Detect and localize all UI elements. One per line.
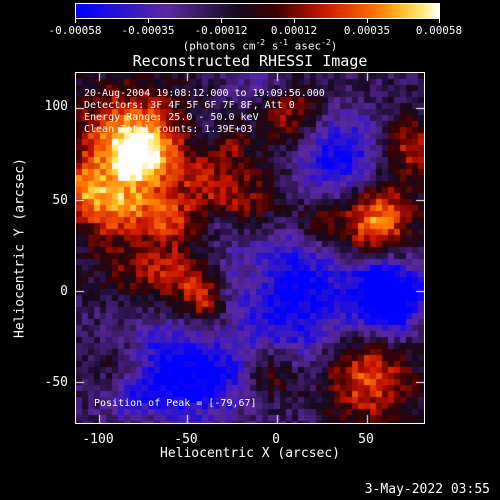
colorbar-tick (294, 19, 295, 23)
annotation-energy: Energy Range: 25.0 - 50.0 keV (84, 112, 259, 123)
colorbar-tick-label: -0.00058 (48, 24, 102, 37)
x-tick-label: -50 (174, 432, 198, 447)
y-tick-label: 100 (44, 99, 68, 114)
colorbar-tick (221, 19, 222, 23)
colorbar-tick-label: 0.00058 (415, 24, 463, 37)
x-tick-label: -100 (82, 432, 114, 447)
x-tick-label: 50 (358, 432, 374, 447)
colorbar-units: (photons cm-2 s-1 asec-2) (182, 38, 338, 53)
y-axis-label: Heliocentric Y (arcsec) (12, 157, 28, 339)
annotation-peak: Position of Peak = [-79,67] (94, 398, 257, 409)
colorbar-tick-label: -0.00012 (194, 24, 248, 37)
x-axis-label: Heliocentric X (arcsec) (159, 446, 341, 461)
y-tick-label: -50 (44, 375, 68, 390)
colorbar-tick (75, 19, 76, 23)
annotation-detectors: Detectors: 3F 4F 5F 6F 7F 8F, Att 0 (84, 100, 295, 111)
annotation-time: 20-Aug-2004 19:08:12.000 to 19:09:56.000 (84, 88, 325, 99)
image-plot: 20-Aug-2004 19:08:12.000 to 19:09:56.000… (75, 72, 425, 424)
x-tick-label: 0 (272, 432, 280, 447)
colorbar-tick-label: 0.00012 (270, 24, 318, 37)
y-tick-label: 50 (52, 193, 68, 208)
colorbar-tick (148, 19, 149, 23)
colorbar-tick-label: 0.00035 (343, 24, 391, 37)
annotation-counts: Clean Total counts: 1.39E+03 (84, 124, 253, 135)
heatmap-image (76, 73, 424, 423)
colorbar-tick (439, 19, 440, 23)
footer-date: 3-May-2022 03:55 (364, 482, 490, 497)
colorbar-tick-label: -0.00035 (121, 24, 175, 37)
colorbar-tick (367, 19, 368, 23)
y-tick-label: 0 (60, 284, 68, 299)
plot-title: Reconstructed RHESSI Image (132, 52, 368, 70)
colorbar (75, 3, 440, 19)
